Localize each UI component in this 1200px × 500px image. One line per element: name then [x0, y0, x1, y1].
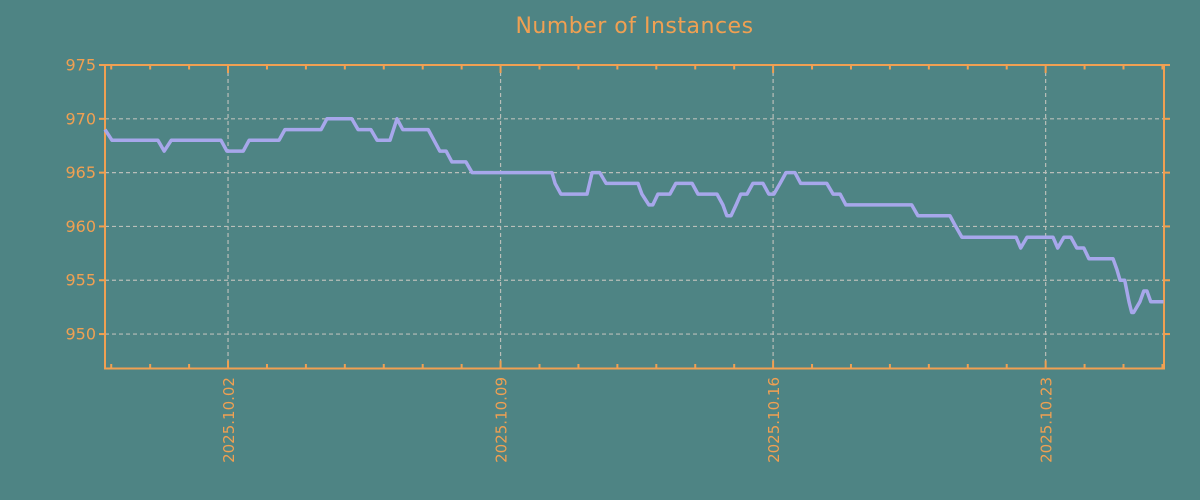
y-axis-label: 965: [65, 163, 96, 182]
y-axis-label: 955: [65, 271, 96, 290]
y-axis-label: 970: [65, 109, 96, 128]
x-axis-label: 2025.10.23: [1038, 377, 1056, 463]
y-axis-label: 975: [65, 56, 96, 75]
x-axis-label: 2025.10.16: [765, 377, 783, 463]
x-axis-label: 2025.10.09: [493, 377, 511, 463]
series-line-instances: [103, 117, 1164, 315]
chart-title: Number of Instances: [515, 14, 754, 39]
y-axis-label: 960: [65, 217, 96, 236]
y-axis-label: 950: [65, 325, 96, 344]
plot-border: [104, 64, 1165, 370]
x-axis-label: 2025.10.02: [220, 377, 238, 463]
